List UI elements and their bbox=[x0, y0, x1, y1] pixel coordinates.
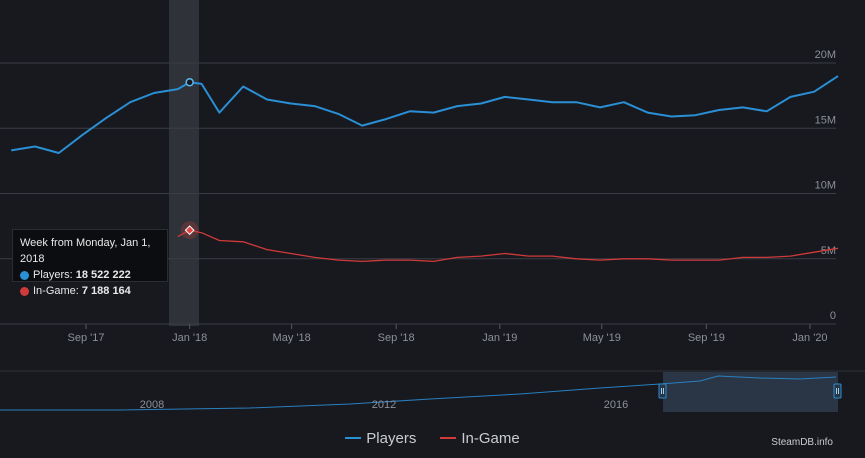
x-axis-labels: Sep '17 Jan '18 May '18 Sep '18 Jan '19 May '… bbox=[68, 324, 828, 344]
players-hover-marker bbox=[185, 78, 194, 87]
navigator-left-handle[interactable] bbox=[658, 383, 667, 399]
legend-label-ingame: In-Game bbox=[461, 429, 520, 447]
legend-label-players: Players bbox=[366, 429, 417, 447]
tooltip-players-row: Players: 18 522 222 bbox=[20, 267, 160, 283]
hover-markers bbox=[180, 78, 199, 240]
y-tick-label: 5M bbox=[821, 245, 836, 257]
x-tick-label: Jan '20 bbox=[792, 332, 827, 344]
ingame-hover-marker bbox=[184, 225, 195, 236]
x-tick-label: Sep '19 bbox=[688, 332, 725, 344]
y-tick-label: 20M bbox=[815, 49, 836, 61]
tooltip-players-value: 18 522 222 bbox=[75, 269, 131, 281]
navigator-year-label: 2008 bbox=[140, 399, 164, 411]
tooltip-ingame-label: In-Game: bbox=[33, 285, 79, 297]
x-tick-label: May '19 bbox=[583, 332, 621, 344]
y-tick-label: 0 bbox=[830, 310, 836, 322]
x-tick-label: May '18 bbox=[273, 332, 311, 344]
navigator-right-handle[interactable] bbox=[833, 383, 842, 399]
y-tick-label: 10M bbox=[815, 180, 836, 192]
navigator-players-line bbox=[0, 375, 837, 411]
legend-item-players[interactable]: Players bbox=[345, 428, 416, 448]
navigator-series bbox=[0, 375, 837, 411]
ingame-legend-line-icon bbox=[440, 437, 457, 439]
x-tick-label: Jan '19 bbox=[482, 332, 517, 344]
navigator-year-labels: 2008 2012 2016 bbox=[140, 399, 628, 411]
players-legend-line-icon bbox=[345, 437, 362, 439]
y-axis-labels: 0 5M 10M 15M 20M bbox=[815, 49, 836, 322]
tooltip-players-label: Players: bbox=[33, 269, 73, 281]
legend-item-ingame[interactable]: In-Game bbox=[440, 428, 520, 448]
hover-tooltip: Week from Monday, Jan 1, 2018 Players: 1… bbox=[12, 229, 168, 297]
tooltip-ingame-row: In-Game: 7 188 164 bbox=[20, 283, 160, 299]
navigator-year-label: 2016 bbox=[604, 399, 628, 411]
tooltip-title: Week from Monday, Jan 1, 2018 bbox=[20, 237, 151, 265]
hover-highlight-band bbox=[169, 0, 199, 326]
chart-legend: Players In-Game bbox=[0, 428, 865, 448]
ingame-dot-icon bbox=[20, 286, 29, 296]
x-tick-label: Sep '18 bbox=[378, 332, 415, 344]
ingame-series-line bbox=[177, 229, 839, 263]
series-lines bbox=[11, 75, 839, 263]
navigator-year-label: 2012 bbox=[372, 399, 396, 411]
x-tick-label: Sep '17 bbox=[68, 332, 105, 344]
y-tick-label: 15M bbox=[815, 114, 836, 126]
range-navigator[interactable]: 2008 2012 2016 bbox=[0, 370, 865, 412]
players-dot-icon bbox=[20, 270, 29, 280]
x-tick-label: Jan '18 bbox=[172, 332, 207, 344]
tooltip-ingame-value: 7 188 164 bbox=[81, 285, 131, 297]
credits-link[interactable]: SteamDB.info bbox=[771, 437, 833, 448]
players-series-line bbox=[11, 75, 839, 154]
